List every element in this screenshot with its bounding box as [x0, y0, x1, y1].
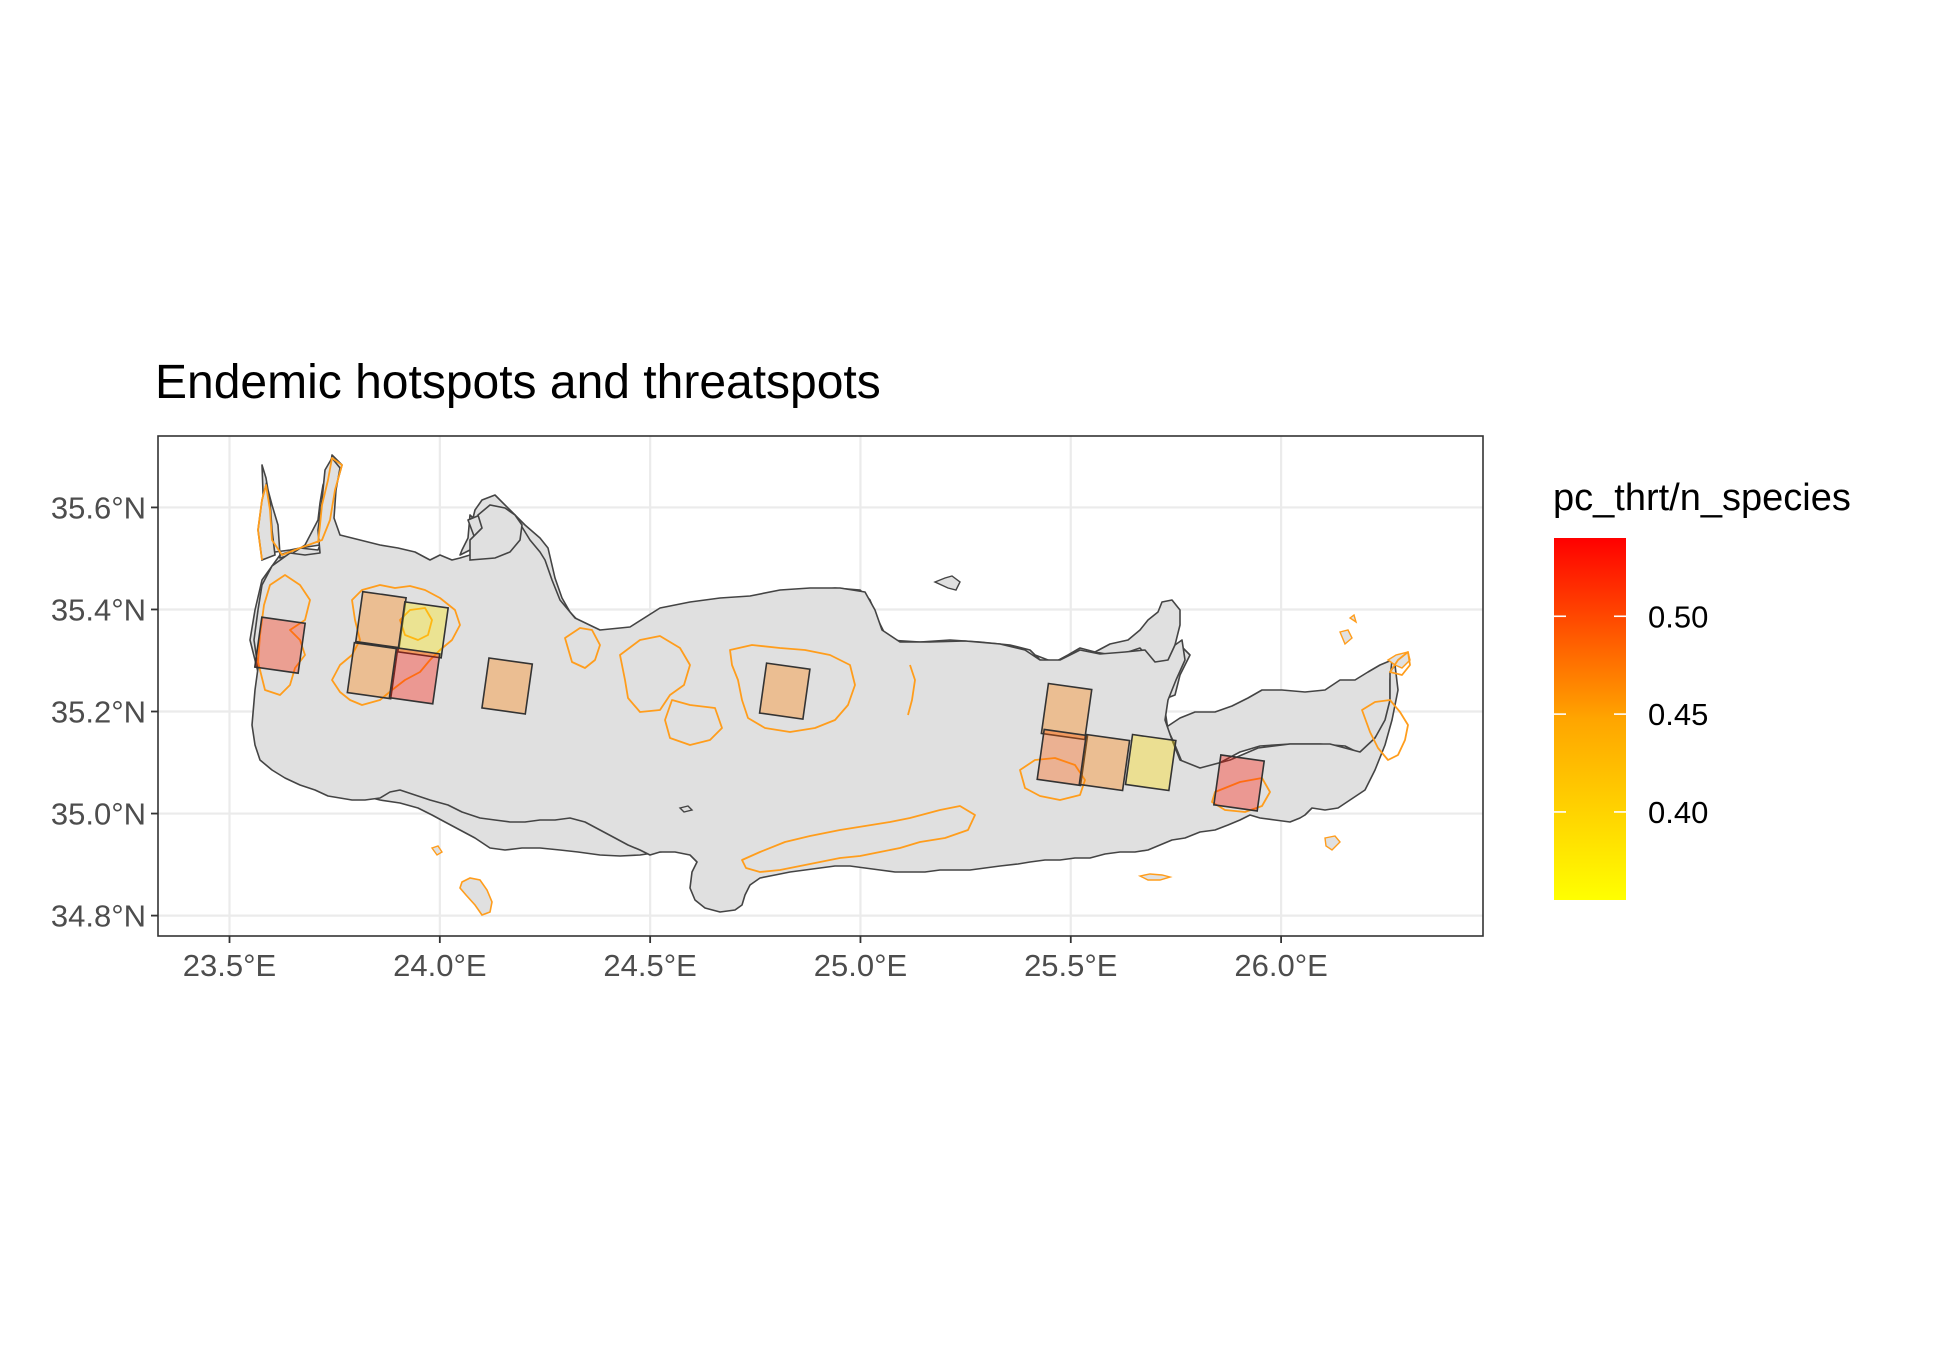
x-tick-label: 24.0°E: [393, 948, 486, 983]
y-tick-label: 35.6°N: [51, 490, 146, 525]
protected-area-dikti: [1019, 757, 1086, 801]
protected-area-lefka-ori: [331, 584, 461, 706]
hotspot-cell: [388, 646, 441, 705]
protected-area-ida: [729, 644, 856, 733]
hotspot-cell: [354, 590, 408, 649]
x-tick-label: 25.0°E: [814, 948, 907, 983]
hotspot-cells: [253, 590, 1266, 812]
legend: pc_thrt/n_species 0.50 0.45 0.40: [1553, 477, 1851, 900]
x-tick-label: 25.5°E: [1024, 948, 1117, 983]
x-tick-label: 23.5°E: [183, 948, 276, 983]
x-axis: 23.5°E 24.0°E 24.5°E 25.0°E 25.5°E 26.0°E: [183, 936, 1328, 983]
hotspot-cell: [1040, 682, 1093, 741]
hotspot-cell: [1212, 754, 1266, 812]
y-tick-label: 35.4°N: [51, 592, 146, 627]
hotspot-cell: [346, 641, 399, 700]
chrysi-island: [1137, 873, 1173, 881]
hotspot-cell: [253, 616, 307, 675]
protected-areas: [257, 457, 1411, 873]
akrotiri-peninsula: [469, 504, 523, 561]
legend-title: pc_thrt/n_species: [1553, 477, 1851, 519]
x-tick-label: 24.5°E: [603, 948, 696, 983]
legend-ticks: 0.50 0.45 0.40: [1554, 599, 1708, 830]
hotspot-cell: [758, 662, 811, 721]
legend-label: 0.50: [1648, 599, 1708, 634]
x-tick-label: 26.0°E: [1234, 948, 1327, 983]
crete-landmass: [249, 454, 1411, 916]
paximadia-islet: [678, 805, 694, 813]
protected-area-sitia: [1361, 699, 1409, 761]
gavdopoula-island: [430, 845, 443, 856]
gavdos-island: [459, 877, 493, 916]
hotspot-cell: [1036, 728, 1089, 787]
legend-label: 0.45: [1648, 697, 1708, 732]
protected-area-chania-gulf: [399, 607, 433, 641]
panel-border: [157, 435, 1484, 937]
hotspot-cell: [396, 600, 450, 659]
dia-island: [933, 575, 961, 591]
koufonisi-island: [1324, 835, 1341, 851]
dionysades-islets: [1339, 613, 1358, 646]
protected-area-north-central: [619, 635, 691, 713]
legend-label: 0.40: [1648, 795, 1708, 830]
hotspot-cell: [481, 657, 534, 715]
map-panel: [157, 435, 1484, 937]
y-tick-label: 35.2°N: [51, 695, 146, 730]
protected-area-central-river: [907, 664, 916, 716]
y-tick-label: 34.8°N: [51, 899, 146, 934]
protected-area-east-tip: [1389, 651, 1411, 676]
y-tick-label: 35.0°N: [51, 797, 146, 832]
chart-title: Endemic hotspots and threatspots: [155, 356, 881, 409]
hotspot-cell: [1124, 733, 1177, 792]
colorbar: [1554, 538, 1626, 900]
protected-area-psiloritis-south: [564, 627, 601, 669]
y-axis: 35.6°N 35.4°N 35.2°N 35.0°N 34.8°N: [51, 490, 158, 934]
protected-area-asterousia: [664, 699, 723, 746]
protected-area-northwest: [257, 457, 343, 561]
protected-area-south-coast: [741, 805, 976, 873]
hotspot-cell: [1078, 733, 1131, 792]
